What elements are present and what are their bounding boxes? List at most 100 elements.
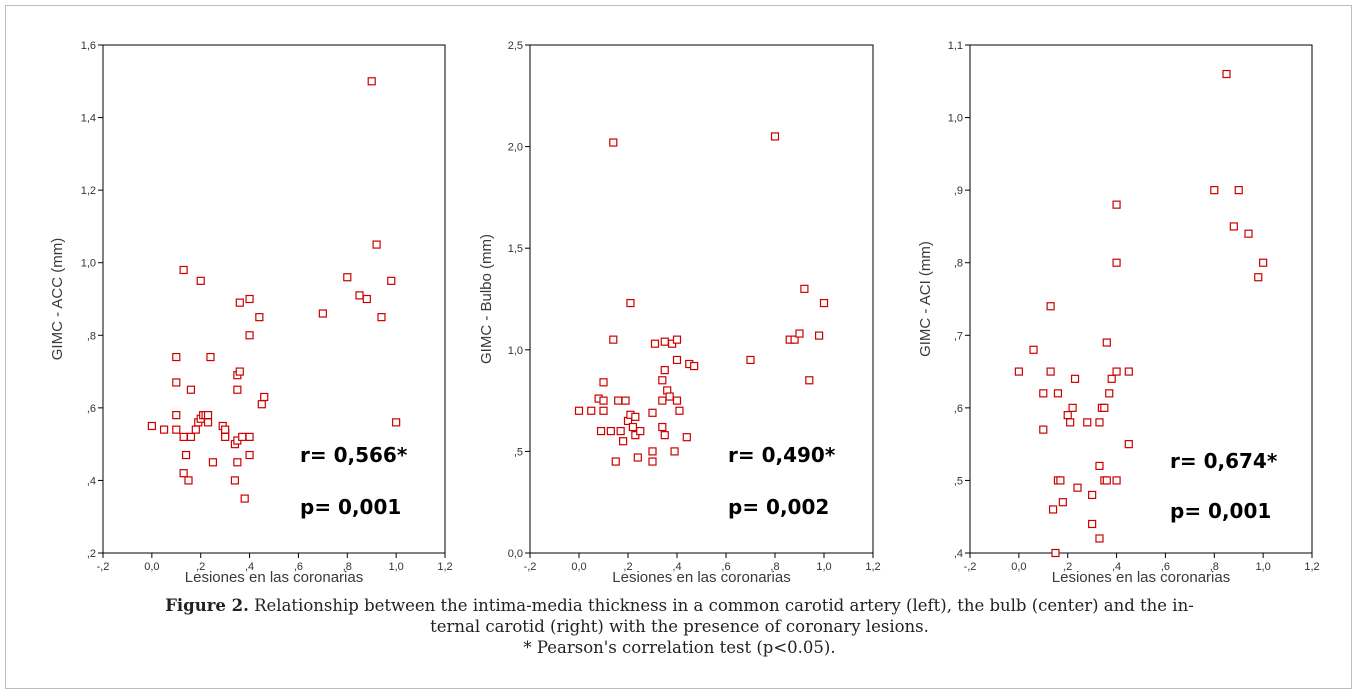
data-point [795,329,804,338]
data-point [805,376,814,385]
data-point [1066,418,1075,427]
data-point [367,77,376,86]
x-tick-label: ,8 [770,561,779,573]
x-axis-label: Lesiones en las coronarias [612,569,790,586]
figure-label: Figure 2. [165,596,249,615]
data-point [648,408,657,417]
data-point [203,411,213,420]
data-point [614,396,623,405]
r-annotation: r= 0,674* [1170,449,1278,473]
x-tick-label: 0,0 [144,561,159,573]
data-point [221,432,230,441]
data-point [230,476,240,485]
data-point [186,385,196,394]
data-point [1107,374,1116,383]
data-point [1244,229,1253,238]
data-point [1210,186,1219,195]
data-point [599,406,608,415]
x-tick-label: ,6 [721,561,730,573]
data-point [1070,374,1080,383]
x-tick-label: 0,0 [1011,561,1026,573]
data-point [660,337,669,346]
x-tick-label: ,6 [294,561,303,573]
data-point [609,335,618,344]
data-point [1088,519,1097,529]
x-tick-label: 1,0 [388,561,403,573]
data-point [245,331,254,340]
data-point [1105,389,1114,398]
chart-acc: -,2 0,0 ,2 ,4 ,6 ,8 1,0 1,2 ,2 ,4 ,6 ,8 1,0 1,2 1,4 1,6… [49,40,453,586]
data-point [599,396,608,405]
data-point [616,426,625,436]
x-tick-label: ,2 [1063,561,1072,573]
data-point [1112,476,1121,485]
figure-plots: -,2 0,0,2,4,6,8 1,0 1,2,2,4,6,81,01,21,41,6… [49,40,1320,586]
data-point [191,425,200,434]
x-tick-label: 1,2 [1304,561,1319,573]
data-point [1112,258,1121,267]
data-point [658,376,667,385]
data-point [672,396,682,405]
data-point [650,339,660,348]
y-tick-label: 1,5 [508,243,523,255]
data-point [609,138,618,147]
data-point [1095,461,1104,471]
data-point [181,450,191,460]
data-point [1222,69,1231,79]
data-point [233,458,242,467]
data-point [203,418,213,427]
data-point [1039,425,1048,434]
data-point [1100,403,1109,412]
data-point [1112,200,1121,209]
x-tick-label: ,2 [196,561,205,573]
data-point [1112,367,1121,376]
data-point [255,313,264,322]
data-point [208,458,218,467]
x-tick-label: -,2 [97,561,110,573]
data-point [814,331,824,340]
data-point [648,447,657,456]
data-point [1088,490,1097,500]
data-point [1039,389,1048,398]
chart-aci: -,2 0,0 ,2 ,4 ,6 ,8 1,0 1,2 ,4 ,5 ,6 ,7 ,8 ,9 1,0 1,1 Le… [917,40,1320,586]
data-point [362,294,371,304]
y-axis-label: GIMC - ACC (mm) [49,238,66,360]
data-point [1102,476,1111,485]
y-tick-label: ,4 [87,475,96,487]
data-point [206,352,215,362]
data-point [770,132,780,141]
data-point [355,291,364,300]
data-point [665,392,674,401]
data-point [392,418,401,427]
y-tick-label: ,7 [954,330,963,342]
data-point [1048,505,1058,514]
y-tick-label: 1,0 [948,113,963,125]
data-point [611,457,620,466]
data-point [658,422,667,432]
plot-frame-bulbo [529,44,874,554]
x-tick-label: 0,0 [571,561,586,573]
y-tick-label: 0,0 [508,548,523,560]
data-point [257,400,266,409]
data-point [221,425,230,434]
x-axis-label: Lesiones en las coronarias [185,569,363,586]
data-point [1058,498,1067,507]
data-point [618,437,628,446]
r-annotation: r= 0,490* [728,443,836,467]
figure-caption: Figure 2. Relationship between the intim… [0,595,1359,658]
data-point [179,432,188,441]
data-point [599,378,608,387]
data-point [1083,418,1092,427]
data-point [184,476,193,485]
x-tick-label: -,2 [964,561,977,573]
y-tick-label: 1,2 [81,185,96,197]
data-point [240,494,249,503]
y-tick-label: ,6 [954,403,963,415]
x-tick-label: ,6 [1161,561,1170,573]
data-point [245,450,254,460]
data-point [318,309,327,318]
data-point [819,298,829,308]
data-point [628,422,638,432]
y-tick-label: 1,4 [81,113,96,125]
data-point [245,294,254,304]
